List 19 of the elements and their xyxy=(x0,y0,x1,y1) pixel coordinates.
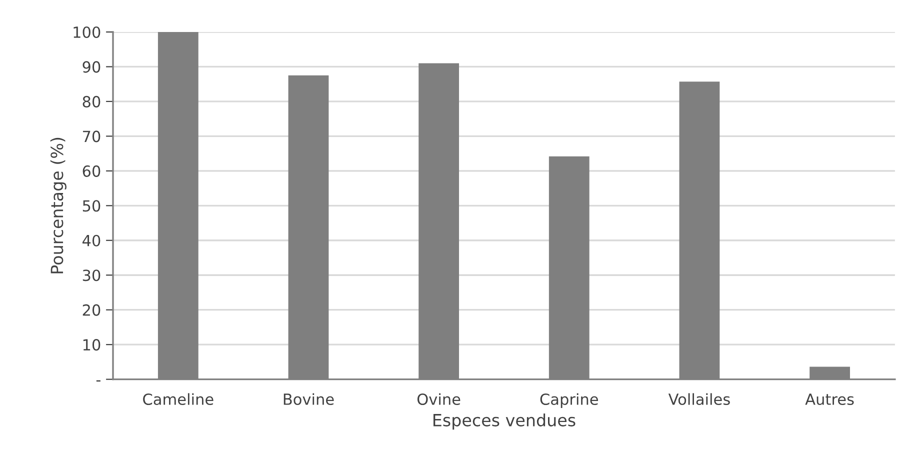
y-tick-label: 20 xyxy=(82,304,100,316)
y-tick-label: 30 xyxy=(82,270,100,282)
x-tick-label: Ovine xyxy=(417,393,460,406)
x-tick-label: Bovine xyxy=(284,393,334,406)
x-tick-label: Caprine xyxy=(540,393,598,408)
y-tick-label: 80 xyxy=(82,96,100,108)
x-tick-label: Cameline xyxy=(143,393,214,406)
x-tick-label: Vollailes xyxy=(668,393,730,406)
y-tick-label: 10 xyxy=(83,339,100,351)
y-tick-label: 90 xyxy=(82,61,100,73)
y-tick-label: 100 xyxy=(74,26,100,38)
y-tick-label: 40 xyxy=(82,234,100,246)
y-tick-label: - xyxy=(96,380,100,382)
x-axis-title: Especes vendues xyxy=(434,414,576,430)
y-axis-title: Pourcentage (%) xyxy=(50,138,66,274)
y-tick-label: 70 xyxy=(83,130,100,142)
y-tick-label: 50 xyxy=(82,200,100,212)
y-tick-label: 60 xyxy=(82,165,100,177)
x-tick-label: Autres xyxy=(805,394,854,406)
